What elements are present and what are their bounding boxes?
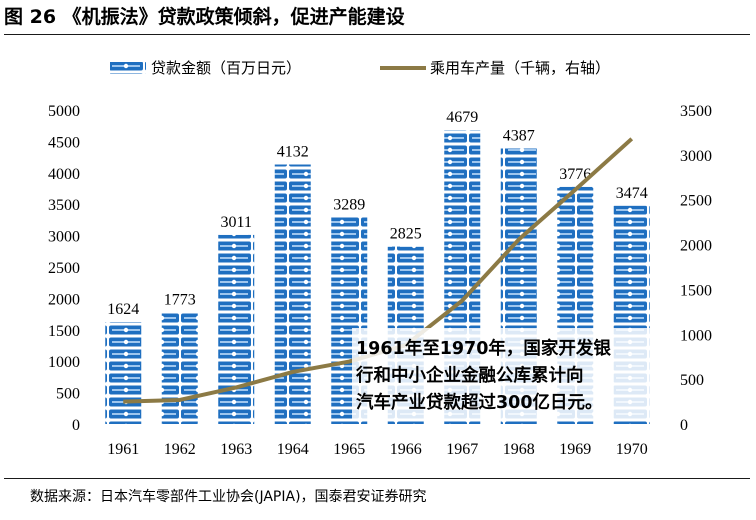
- y-right-tick-label: 2500: [680, 193, 712, 210]
- bar: [218, 234, 255, 424]
- bar-value-label: 3776: [559, 166, 591, 183]
- annotation: 1961年至1970年，国家开发银行和中小企业金融公库累计向汽车产业贷款超过30…: [352, 328, 652, 420]
- y-left-tick-label: 3500: [48, 197, 80, 214]
- y-right-tick-label: 2000: [680, 238, 712, 255]
- y-right-tick-label: 0: [680, 417, 688, 434]
- figure-title: 图 26 《机振法》贷款政策倾斜，促进产能建设: [4, 6, 405, 28]
- bar: [105, 322, 142, 424]
- annotation-line: 行和中小企业金融公库累计向: [355, 365, 584, 386]
- bottom-rule: [4, 478, 750, 479]
- legend-label-loans: 贷款金额（百万日元）: [151, 59, 301, 77]
- annotation-line: 1961年至1970年，国家开发银: [356, 338, 611, 359]
- legend-swatch-loans: [110, 62, 146, 74]
- chart-axes: 0500100015002000250030003500400045005000…: [48, 103, 712, 458]
- x-tick-label: 1963: [220, 441, 252, 458]
- chart: 贷款金额（百万日元） 乘用车产量（千辆，右轴） 0 500 1000 1500 2000 2…: [48, 59, 712, 458]
- chart-legend: 贷款金额（百万日元） 乘用车产量（千辆，右轴）: [110, 59, 610, 77]
- x-tick-label: 1966: [390, 441, 422, 458]
- y-left-tick-label: 1500: [48, 323, 80, 340]
- bar: [274, 164, 311, 424]
- bar-value-label: 1624: [107, 301, 139, 318]
- y-left-tick-label: 5000: [48, 103, 80, 120]
- x-tick-label: 1964: [277, 441, 309, 458]
- x-tick-label: 1969: [559, 441, 591, 458]
- bar-value-label: 4132: [277, 144, 309, 161]
- y-left-tick-label: 2500: [48, 260, 80, 277]
- top-rule: [4, 34, 750, 35]
- legend-label-production: 乘用车产量（千辆，右轴）: [430, 59, 610, 77]
- y-left-tick-label: 3000: [48, 229, 80, 246]
- annotation-box: [352, 328, 652, 420]
- bar-value-label: 2825: [390, 226, 422, 243]
- x-tick-label: 1970: [616, 441, 648, 458]
- y-left-tick-label: 4000: [48, 166, 80, 183]
- y-right-tick-label: 3500: [680, 103, 712, 120]
- y-left-tick-label: 500: [56, 386, 80, 403]
- x-tick-label: 1968: [503, 441, 535, 458]
- bar-value-label: 3289: [333, 196, 365, 213]
- y-right-tick-label: 3000: [680, 148, 712, 165]
- bar-value-label: 4679: [446, 109, 478, 126]
- annotation-line: 汽车产业贷款超过300亿日元。: [356, 392, 603, 413]
- source-note: 数据来源：日本汽车零部件工业协会(JAPIA)，国泰君安证券研究: [30, 489, 427, 505]
- bar-value-label: 3011: [221, 214, 252, 231]
- x-tick-label: 1962: [164, 441, 196, 458]
- bar-value-label: 1773: [164, 292, 196, 309]
- y-right-tick-label: 1500: [680, 282, 712, 299]
- bar-value-label: 3474: [616, 185, 648, 202]
- x-tick-label: 1967: [446, 441, 478, 458]
- x-tick-label: 1961: [107, 441, 139, 458]
- x-tick-label: 1965: [333, 441, 365, 458]
- y-left-tick-label: 4500: [48, 134, 80, 151]
- bar: [161, 312, 198, 424]
- y-left-tick-label: 2000: [48, 291, 80, 308]
- y-right-tick-label: 500: [680, 372, 704, 389]
- y-left-tick-label: 1000: [48, 354, 80, 371]
- y-right-tick-label: 1000: [680, 327, 712, 344]
- y-left-tick-label: 0: [72, 417, 80, 434]
- bar-value-label: 4387: [503, 127, 535, 144]
